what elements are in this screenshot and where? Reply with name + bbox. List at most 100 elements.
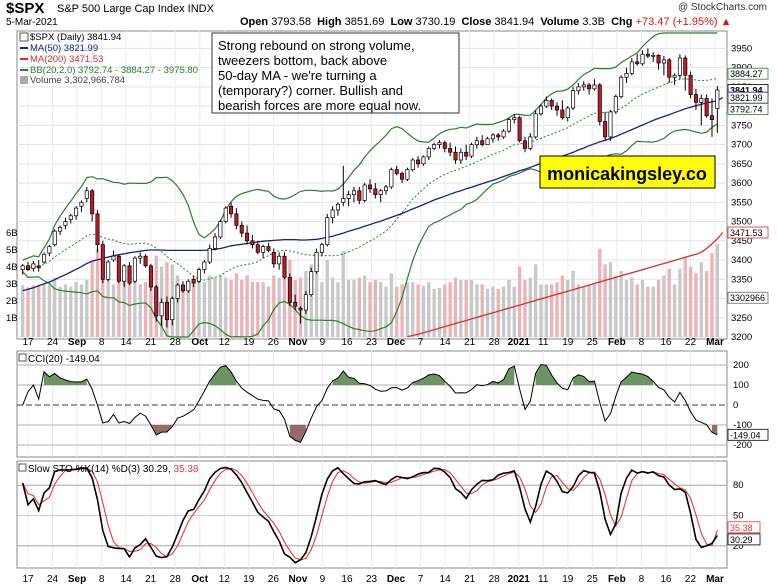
x-axis-label: 12: [219, 337, 231, 348]
x-axis-label: 17: [22, 337, 34, 348]
candle-down: [635, 61, 640, 65]
price-axis-label: 3700: [731, 140, 752, 151]
volume-bar: [715, 243, 719, 337]
volume-bar: [31, 285, 36, 337]
candle-down: [154, 286, 159, 317]
candle-up: [619, 76, 624, 97]
candle-up: [362, 184, 367, 201]
x-axis-label: 16: [660, 574, 672, 585]
candle-up: [490, 134, 495, 140]
ma200-line: [407, 232, 724, 338]
volume-bar: [373, 279, 377, 337]
x-axis-label: Sep: [68, 574, 86, 585]
candle-up: [432, 144, 437, 149]
annotation-line-2: tweezers bottom, back above: [218, 53, 387, 68]
candle-up: [213, 236, 218, 249]
candle-up: [277, 255, 282, 265]
volume-bar: [224, 277, 228, 337]
candle-up: [624, 73, 629, 78]
candle-up: [533, 113, 538, 138]
volume-bar: [138, 284, 142, 337]
x-axis-label: 8: [639, 337, 645, 348]
sto-tag-text: 30.29: [730, 535, 753, 545]
chart-header: $SPX S&P 500 Large Cap Index INDX 5-Mar-…: [0, 0, 777, 30]
cci-axis-label: 100: [733, 380, 749, 391]
price-axis-label: 3600: [731, 178, 752, 189]
volume-bar: [523, 279, 527, 337]
cci-oversold-fill: [150, 425, 173, 436]
stockcharts-watermark[interactable]: @ StockCharts.com: [677, 2, 767, 13]
sto-legend-swatch: [18, 463, 27, 472]
candle-up: [223, 207, 228, 222]
candle-down: [448, 148, 453, 153]
candle-up: [202, 261, 207, 271]
candle-up: [132, 257, 137, 282]
sto-value-tag: 30.29: [727, 533, 761, 546]
volume-bar: [651, 286, 655, 337]
volume-bar: [357, 277, 361, 337]
candle-up: [608, 111, 613, 138]
high-label: High: [317, 16, 342, 28]
candle-down: [148, 265, 153, 288]
price-axis-label: 3450: [731, 236, 752, 247]
volume-bar: [464, 279, 468, 337]
candle-down: [416, 159, 421, 165]
volume-bar: [106, 273, 110, 337]
open-label: Open: [240, 16, 269, 28]
price-tag: 3884.27: [727, 67, 769, 80]
chg-label: Chg: [611, 16, 633, 28]
volume-bar: [240, 279, 244, 337]
candle-up: [111, 255, 116, 261]
candle-up: [325, 217, 330, 245]
volume-bar: [614, 275, 618, 337]
brand-text[interactable]: monicakingsley.co: [547, 164, 707, 184]
x-axis-label: 14: [121, 337, 133, 348]
candle-up: [31, 263, 36, 269]
volume-bar: [437, 287, 442, 337]
volume-value: 3.3B: [582, 16, 605, 28]
price-tag-box: [727, 291, 769, 304]
candle-up: [384, 186, 389, 192]
sto-axis-label: 50: [733, 511, 744, 522]
candle-down: [250, 240, 255, 245]
x-axis-label: 8: [99, 337, 105, 348]
candle-up: [341, 198, 346, 203]
price-axis-label: 3750: [731, 120, 752, 131]
volume-bar: [181, 284, 185, 337]
sto-axis-label: 20: [733, 541, 744, 552]
price-tag-text: 3841.94: [730, 85, 763, 95]
cci-overbought-fill: [573, 374, 595, 385]
candle-up: [261, 246, 266, 253]
candle-up: [571, 90, 576, 109]
candle-down: [453, 151, 458, 161]
candle-up: [677, 57, 682, 76]
candle-down: [549, 99, 554, 107]
volume-bar: [459, 279, 463, 337]
sto-tag-box: [727, 521, 761, 534]
volume-bar: [432, 288, 436, 337]
candle-up: [74, 207, 79, 217]
volume-bar: [528, 277, 532, 337]
candle-down: [656, 54, 661, 64]
cci-tag-text: -149.04: [730, 430, 761, 440]
volume-bar: [667, 268, 671, 337]
candle-down: [255, 244, 260, 253]
price-tag: 3471.53: [727, 226, 769, 239]
volume-bar: [309, 264, 313, 337]
candle-down: [587, 84, 592, 90]
candle-up: [319, 244, 324, 253]
x-axis-label: 2021: [508, 337, 531, 348]
candle-down: [560, 109, 565, 119]
price-axis-label: 3250: [731, 313, 752, 324]
bb-middle-line: [22, 77, 718, 281]
brand-frame: [539, 155, 716, 189]
x-axis-label: 24: [47, 574, 59, 585]
cci-overbought-fill: [44, 371, 87, 385]
x-axis-label: 25: [587, 574, 599, 585]
candle-up: [159, 302, 164, 317]
volume-bar: [53, 277, 57, 337]
candle-down: [704, 98, 709, 117]
volume-bar: [624, 279, 629, 337]
ma50-line: [22, 97, 724, 292]
x-axis-label: Dec: [387, 574, 406, 585]
